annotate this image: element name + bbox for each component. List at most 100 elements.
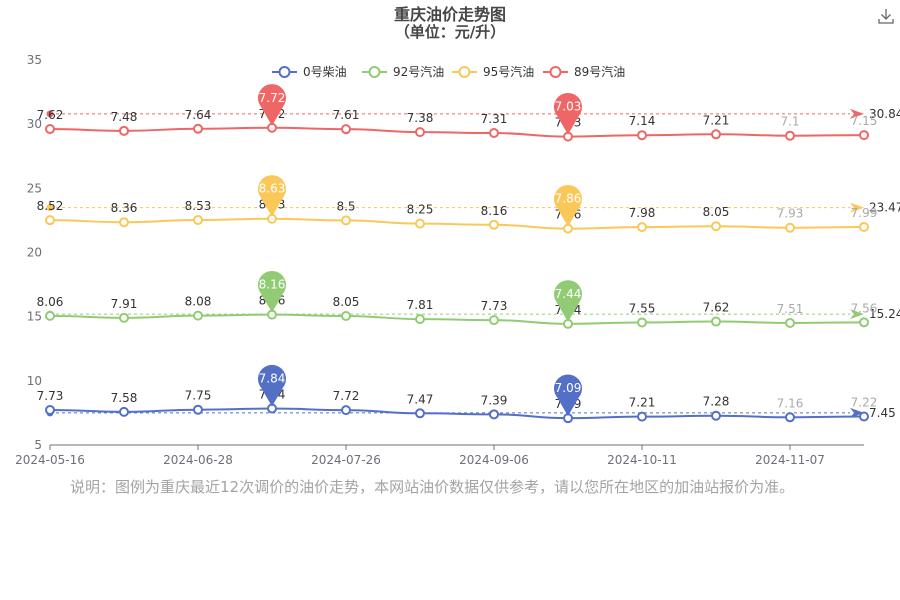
data-point[interactable] <box>637 130 647 141</box>
data-point[interactable] <box>711 221 721 232</box>
series-1: 15.24 8.06 7.91 8.08 8.16 8.05 7.81 7.73 7.44 7.5… <box>37 270 900 329</box>
legend-item[interactable]: 89号汽油 <box>543 64 625 79</box>
x-tick-label: 2024-11-07 <box>755 453 825 467</box>
x-tick-label: 2024-10-11 <box>607 453 677 467</box>
legend-swatch-dot <box>458 66 471 78</box>
data-label: 8.16 <box>481 204 508 218</box>
legend-item[interactable]: 92号汽油 <box>362 64 444 79</box>
data-point[interactable] <box>193 215 203 226</box>
reference-arrow <box>850 309 864 320</box>
data-label: 7.31 <box>481 112 508 126</box>
reference-end-label: 15.24 <box>869 307 900 321</box>
series-2: 23.47 8.52 8.36 8.53 8.63 8.5 8.25 8.16 7.86 7.98… <box>37 175 900 234</box>
data-point[interactable] <box>119 125 129 136</box>
data-point[interactable] <box>785 317 795 328</box>
data-point[interactable] <box>489 219 499 230</box>
chart-note: 说明：图例为重庆最近12次调价的油价走势，本网站油价数据仅供参考，请以您所在地区… <box>70 478 795 496</box>
data-label: 7.73 <box>37 389 64 403</box>
data-point[interactable] <box>341 124 351 135</box>
download-icon[interactable] <box>876 6 896 26</box>
series-0: 7.45 7.73 7.58 7.75 7.84 7.72 7.47 7.39 7.09 7.21… <box>37 364 896 424</box>
data-point[interactable] <box>341 215 351 226</box>
x-tick-label: 2024-09-06 <box>459 453 529 467</box>
data-point[interactable] <box>859 411 869 422</box>
series-line <box>49 126 865 138</box>
min-marker: 7.44 <box>554 280 582 322</box>
data-label: 8.08 <box>185 295 212 309</box>
data-label: 7.21 <box>629 396 656 410</box>
max-marker-shape <box>258 364 286 407</box>
data-point[interactable] <box>637 317 647 328</box>
data-point[interactable] <box>489 409 499 420</box>
data-label: 7.48 <box>111 110 138 124</box>
data-point[interactable] <box>415 408 425 419</box>
data-point[interactable] <box>415 314 425 325</box>
reference-end-label: 23.47 <box>869 201 900 215</box>
data-point[interactable] <box>193 310 203 321</box>
y-tick-label: 35 <box>27 53 42 67</box>
legend-item[interactable]: 95号汽油 <box>452 64 534 79</box>
data-label: 8.05 <box>703 205 730 219</box>
axes: 5 10 15 20 25 30 35 2024-05-16 2024-06-28 2024-07… <box>15 53 864 467</box>
data-point[interactable] <box>489 315 499 326</box>
data-point[interactable] <box>415 127 425 138</box>
max-marker-shape <box>258 270 286 313</box>
data-point[interactable] <box>45 310 55 321</box>
data-label: 8.06 <box>37 295 64 309</box>
data-point[interactable] <box>637 411 647 422</box>
legend-swatch-dot <box>368 66 381 78</box>
data-point[interactable] <box>785 130 795 141</box>
min-marker-shape <box>554 92 583 135</box>
data-label: 7.55 <box>629 301 656 315</box>
max-marker: 8.63 <box>258 175 286 217</box>
data-point[interactable] <box>193 404 203 415</box>
y-tick-label: 15 <box>27 310 42 324</box>
min-marker-shape <box>554 374 582 417</box>
data-label: 7.93 <box>777 207 804 221</box>
data-point[interactable] <box>489 128 499 139</box>
data-point[interactable] <box>859 130 869 141</box>
data-point[interactable] <box>711 316 721 327</box>
data-label: 8.53 <box>185 199 212 213</box>
data-point[interactable] <box>193 123 203 134</box>
data-point[interactable] <box>45 404 55 415</box>
data-point[interactable] <box>119 312 129 323</box>
data-label: 7.72 <box>333 389 360 403</box>
legend-swatch-dot <box>278 66 291 78</box>
min-marker-value: 7.09 <box>555 381 582 395</box>
data-point[interactable] <box>119 217 129 228</box>
y-tick-label: 5 <box>34 438 42 452</box>
data-point[interactable] <box>785 412 795 423</box>
reference-start-dot <box>46 110 54 118</box>
data-label: 7.62 <box>37 108 64 122</box>
legend-item[interactable]: 0号柴油 <box>272 65 347 79</box>
data-label: 8.52 <box>37 199 64 213</box>
data-point[interactable] <box>711 410 721 421</box>
data-point[interactable] <box>45 215 55 226</box>
data-point[interactable] <box>859 221 869 232</box>
data-point[interactable] <box>637 222 647 233</box>
data-point[interactable] <box>341 311 351 322</box>
data-point[interactable] <box>711 129 721 140</box>
data-label: 7.73 <box>481 299 508 313</box>
data-point[interactable] <box>45 124 55 135</box>
data-point[interactable] <box>415 218 425 229</box>
data-point[interactable] <box>859 317 869 328</box>
legend-label: 92号汽油 <box>393 64 444 79</box>
reference-end-label: 30.84 <box>869 107 900 121</box>
reference-end-label: 7.45 <box>869 406 896 420</box>
series-3: 30.84 7.62 7.48 7.64 7.72 7.61 7.38 7.31 7.03 7.1… <box>37 84 900 142</box>
min-marker-shape <box>554 184 582 227</box>
data-point[interactable] <box>785 222 795 233</box>
max-marker-shape <box>258 84 287 126</box>
max-marker: 8.16 <box>258 270 286 313</box>
legend[interactable]: 0号柴油 92号汽油 95号汽油 89号汽油 <box>272 64 625 79</box>
min-marker: 7.86 <box>554 184 582 227</box>
data-point[interactable] <box>119 406 129 417</box>
legend-label: 89号汽油 <box>574 64 625 79</box>
x-tick-label: 2024-07-26 <box>311 453 381 467</box>
chart-subtitle: （单位：元/升） <box>395 23 505 41</box>
data-point[interactable] <box>341 405 351 416</box>
max-marker-value: 8.16 <box>259 278 286 292</box>
data-label: 8.25 <box>407 203 434 217</box>
